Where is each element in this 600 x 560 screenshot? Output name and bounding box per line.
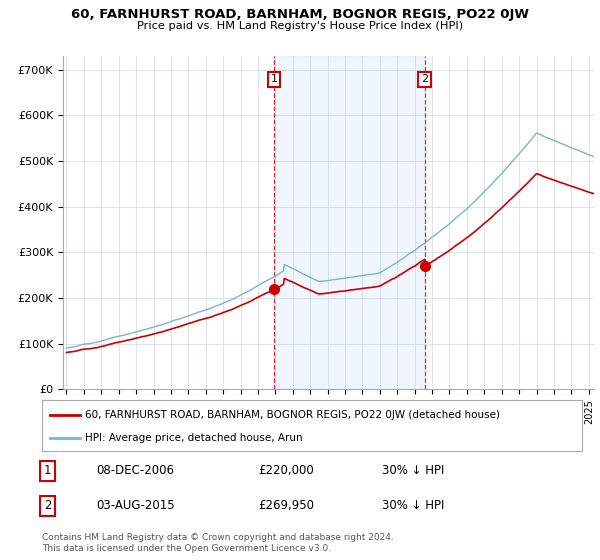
Text: HPI: Average price, detached house, Arun: HPI: Average price, detached house, Arun <box>85 433 303 443</box>
Text: £220,000: £220,000 <box>258 464 314 478</box>
Bar <box>274 56 425 389</box>
Text: This data is licensed under the Open Government Licence v3.0.: This data is licensed under the Open Gov… <box>42 544 331 553</box>
Text: 08-DEC-2006: 08-DEC-2006 <box>96 464 174 478</box>
Text: 60, FARNHURST ROAD, BARNHAM, BOGNOR REGIS, PO22 0JW: 60, FARNHURST ROAD, BARNHAM, BOGNOR REGI… <box>71 8 529 21</box>
Text: Contains HM Land Registry data © Crown copyright and database right 2024.: Contains HM Land Registry data © Crown c… <box>42 533 394 542</box>
Text: 1: 1 <box>44 464 51 478</box>
Text: 30% ↓ HPI: 30% ↓ HPI <box>382 464 445 478</box>
Text: 60, FARNHURST ROAD, BARNHAM, BOGNOR REGIS, PO22 0JW (detached house): 60, FARNHURST ROAD, BARNHAM, BOGNOR REGI… <box>85 409 500 419</box>
Text: 30% ↓ HPI: 30% ↓ HPI <box>382 500 445 512</box>
Text: Price paid vs. HM Land Registry's House Price Index (HPI): Price paid vs. HM Land Registry's House … <box>137 21 463 31</box>
Text: 2: 2 <box>44 500 51 512</box>
Text: 2: 2 <box>421 74 428 85</box>
Text: 1: 1 <box>271 74 278 85</box>
Text: £269,950: £269,950 <box>258 500 314 512</box>
Text: 03-AUG-2015: 03-AUG-2015 <box>96 500 175 512</box>
